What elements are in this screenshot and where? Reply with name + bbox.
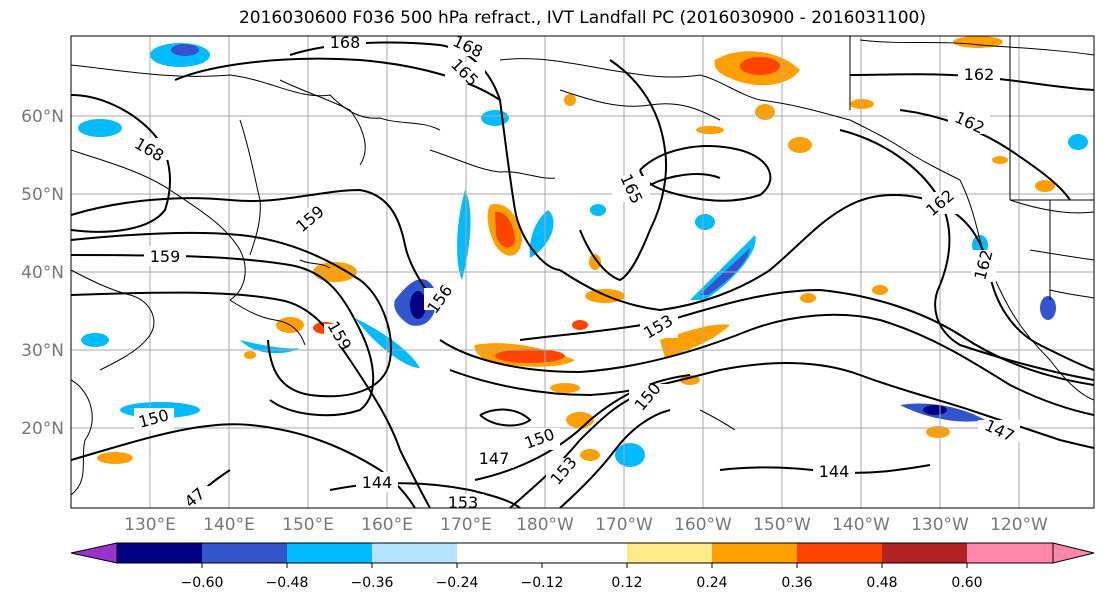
colorbar-segment: [712, 543, 797, 563]
lon-label: 130°E: [124, 515, 176, 535]
positive-anomaly-patch: [1035, 180, 1055, 192]
positive-anomaly-patch: [788, 137, 812, 153]
contour-label: 153: [448, 493, 479, 512]
contour-label: 144: [819, 462, 850, 481]
colorbar-segment: [882, 543, 967, 563]
positive-anomaly-patch: [564, 94, 576, 106]
colorbar-tick-label: −0.24: [436, 575, 479, 591]
positive-anomaly-patch: [926, 426, 950, 438]
positive-anomaly-patch: [572, 320, 588, 330]
lon-label: 120°W: [990, 515, 1048, 535]
contour-label: 147: [479, 449, 510, 468]
positive-anomaly-patch: [850, 99, 874, 109]
positive-anomaly-patch: [680, 375, 700, 385]
lon-label: 180°W: [516, 515, 574, 535]
colorbar-segment: [202, 543, 287, 563]
figure-title: 2016030600 F036 500 hPa refract., IVT La…: [238, 8, 926, 28]
negative-anomaly-patch: [1040, 296, 1056, 320]
positive-anomaly-patch: [589, 254, 601, 270]
lon-label: 140°W: [832, 515, 890, 535]
negative-anomaly-patch: [457, 190, 471, 280]
lon-label: 150°E: [282, 515, 334, 535]
negative-anomaly-core: [171, 44, 199, 56]
negative-anomaly-patch: [1068, 134, 1088, 150]
contour-label: 162: [964, 65, 995, 84]
contour-label: 159: [150, 247, 181, 266]
lat-label: 50°N: [21, 185, 64, 205]
negative-anomaly-core: [923, 405, 947, 415]
colorbar-segment: [457, 543, 627, 563]
negative-anomaly-patch: [78, 119, 122, 137]
colorbar-segment: [967, 543, 1053, 563]
colorbar-tick-label: −0.12: [521, 575, 564, 591]
lat-label: 60°N: [21, 107, 64, 127]
positive-anomaly-patch: [550, 383, 580, 393]
positive-anomaly-patch: [97, 452, 133, 464]
colorbar-segment: [117, 543, 202, 563]
negative-anomaly-core: [410, 291, 426, 319]
positive-anomaly-patch: [696, 126, 724, 134]
lon-label: 160°W: [674, 515, 732, 535]
latitude-labels: 20°N 30°N 40°N 50°N 60°N: [21, 107, 64, 439]
positive-anomaly-patch: [580, 449, 600, 461]
negative-anomaly-patch: [529, 210, 554, 258]
contour-label: 144: [362, 473, 393, 492]
lat-label: 40°N: [21, 263, 64, 283]
positive-anomaly-patch: [953, 36, 1003, 48]
lon-label: 150°W: [753, 515, 811, 535]
positive-anomaly-patch: [740, 57, 780, 75]
map-border: [70, 35, 1095, 509]
colorbar-segment: [372, 543, 457, 563]
lat-label: 30°N: [21, 341, 64, 361]
positive-anomaly-patch: [755, 104, 775, 120]
colorbar: −0.60 −0.48 −0.36 −0.24 −0.12 0.12 0.24 …: [70, 542, 1095, 591]
negative-anomaly-patch: [690, 235, 756, 300]
positive-anomaly-patch: [495, 211, 515, 248]
lon-label: 170°W: [595, 515, 653, 535]
lat-label: 20°N: [21, 419, 64, 439]
colorbar-tick-label: −0.36: [351, 575, 394, 591]
negative-anomaly-patch: [481, 110, 509, 126]
colorbar-tick-label: 0.60: [951, 575, 982, 591]
shaded-anomaly-layer: [78, 36, 1088, 467]
colorbar-tick-label: −0.48: [266, 575, 309, 591]
longitude-labels: 130°E 140°E 150°E 160°E 170°E 180°W 170°…: [124, 515, 1048, 535]
colorbar-segment: [627, 543, 712, 563]
colorbar-extend-low: [70, 542, 118, 564]
contour-label: 168: [330, 33, 361, 52]
lon-label: 140°E: [203, 515, 255, 535]
colorbar-tick-label: 0.12: [611, 575, 642, 591]
positive-anomaly-patch: [244, 351, 256, 359]
negative-anomaly-patch: [695, 214, 715, 230]
lon-label: 170°E: [440, 515, 492, 535]
colorbar-outline: [116, 542, 1054, 564]
height-contours: [71, 41, 1094, 508]
positive-anomaly-patch: [992, 156, 1008, 164]
negative-anomaly-patch: [615, 443, 645, 467]
positive-anomaly-patch: [495, 349, 565, 363]
negative-anomaly-patch: [81, 333, 109, 347]
negative-anomaly-patch: [590, 204, 606, 216]
colorbar-extend-high: [1052, 542, 1095, 564]
positive-anomaly-patch: [800, 293, 816, 303]
colorbar-segment: [287, 543, 372, 563]
colorbar-segment: [797, 543, 882, 563]
political-borders: [849, 36, 1094, 300]
positive-anomaly-patch: [872, 285, 888, 295]
colorbar-tick-label: −0.60: [181, 575, 224, 591]
lon-label: 130°W: [911, 515, 969, 535]
colorbar-tick-label: 0.24: [696, 575, 727, 591]
colorbar-tick-label: 0.36: [781, 575, 812, 591]
colorbar-tick-label: 0.48: [866, 575, 897, 591]
lon-label: 160°E: [361, 515, 413, 535]
